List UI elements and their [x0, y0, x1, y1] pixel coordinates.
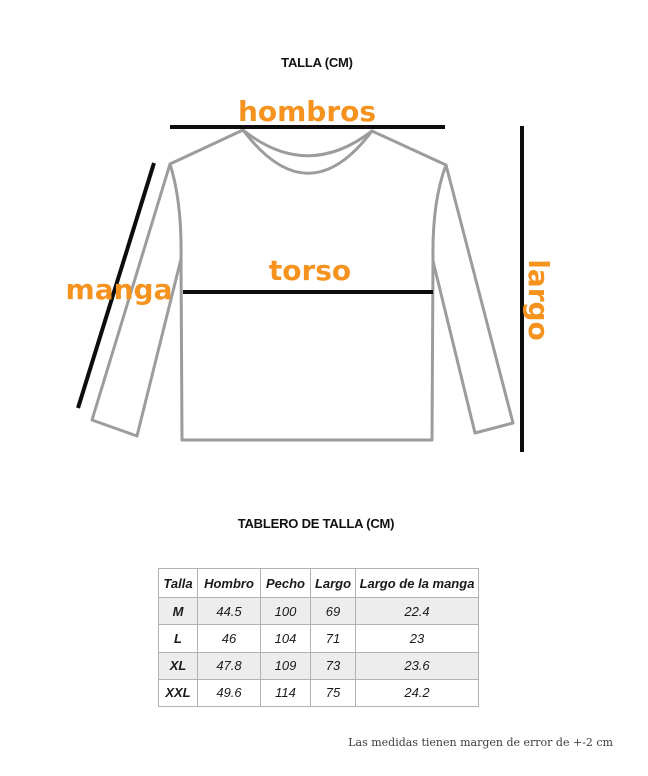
cell-size: XL [158, 651, 198, 680]
col-header-pecho: Pecho [260, 568, 311, 598]
left-sleeve-outline [90, 162, 183, 438]
cell-largo: 73 [310, 651, 356, 680]
table-row: XXL 49.6 114 75 24.2 [158, 678, 479, 708]
cell-pecho: 104 [260, 624, 311, 653]
col-header-largo: Largo [310, 568, 356, 598]
measurement-tolerance-note: Las medidas tienen margen de error de +-… [348, 736, 613, 749]
cell-hombro: 49.6 [197, 678, 261, 708]
torso-label: torso [269, 254, 351, 287]
garment-diagram: hombros manga torso largo [66, 95, 555, 452]
collar-front-outline [241, 128, 374, 175]
table-row: L 46 104 71 23 [158, 624, 479, 653]
cell-manga: 23.6 [355, 651, 479, 680]
right-sleeve-outline [431, 163, 515, 435]
size-table: Talla Hombro Pecho Largo Largo de la man… [158, 568, 479, 708]
cell-size: XXL [158, 678, 198, 708]
cell-manga: 22.4 [355, 596, 479, 626]
size-table-header-row: Talla Hombro Pecho Largo Largo de la man… [158, 568, 479, 598]
size-table-title: TABLERO DE TALLA (CM) [237, 516, 395, 531]
cell-hombro: 47.8 [197, 651, 261, 680]
length-label: largo [522, 259, 555, 341]
col-header-hombro: Hombro [197, 568, 261, 598]
sleeve-label: manga [66, 273, 173, 306]
cell-pecho: 100 [260, 596, 311, 626]
table-row: XL 47.8 109 73 23.6 [158, 651, 479, 680]
cell-manga: 23 [355, 624, 479, 653]
cell-size: L [158, 624, 198, 653]
cell-largo: 75 [310, 678, 356, 708]
table-row: M 44.5 100 69 22.4 [158, 596, 479, 626]
collar-back-outline [241, 128, 374, 158]
sleeve-measure-line [76, 162, 156, 409]
cell-largo: 69 [310, 596, 356, 626]
col-header-manga: Largo de la manga [355, 568, 479, 598]
cell-size: M [158, 596, 198, 626]
sweater-body-outline [168, 128, 448, 442]
col-header-talla: Talla [158, 568, 198, 598]
shoulders-label: hombros [238, 95, 376, 128]
page-title: TALLA (CM) [281, 55, 353, 70]
cell-pecho: 109 [260, 651, 311, 680]
cell-manga: 24.2 [355, 678, 479, 708]
cell-pecho: 114 [260, 678, 311, 708]
cell-hombro: 44.5 [197, 596, 261, 626]
cell-largo: 71 [310, 624, 356, 653]
cell-hombro: 46 [197, 624, 261, 653]
